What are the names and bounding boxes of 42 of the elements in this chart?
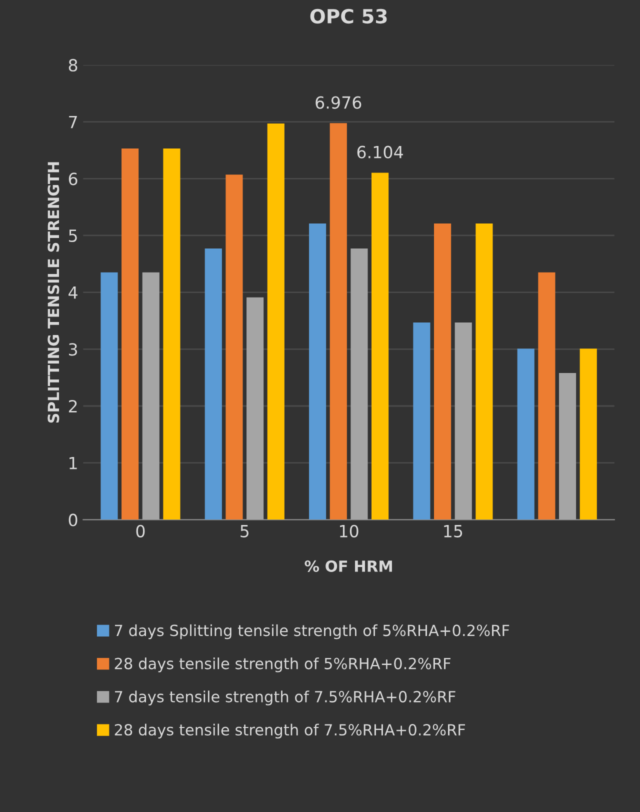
bar	[122, 148, 139, 520]
x-tick-label: 10	[340, 524, 358, 538]
bar	[580, 348, 597, 520]
legend-label: 28 days tensile strength of 7.5%RHA+0.2%RF	[114, 724, 466, 739]
y-tick-label: 4	[68, 286, 78, 299]
bar	[226, 174, 243, 520]
bar	[163, 148, 180, 520]
bar	[100, 272, 118, 520]
x-tick-label: 15	[444, 525, 462, 538]
y-tick-label: 7	[69, 116, 77, 128]
y-tick-label: 8	[68, 58, 78, 72]
bar	[309, 224, 326, 520]
y-tick-label: 3	[69, 343, 78, 356]
bar	[558, 373, 576, 520]
bar	[267, 124, 284, 520]
data-label: 6.104	[357, 146, 403, 158]
x-axis-title: % OF HRM	[304, 560, 392, 572]
bar	[517, 348, 534, 520]
y-tick-label: 0	[68, 514, 78, 526]
bar	[476, 224, 493, 520]
bar	[330, 123, 347, 520]
legend-label: 7 days tensile strength of 7.5%RHA+0.2%RF	[115, 690, 456, 706]
x-tick-label: 0	[136, 524, 145, 538]
bar	[454, 322, 472, 520]
bar	[350, 248, 368, 520]
data-label: 6.976	[316, 96, 362, 109]
y-tick-label: 2	[68, 400, 77, 412]
bar	[434, 224, 452, 520]
legend-label: 7 days Splitting tensile strength of 5%RHA+0.2%RF	[115, 624, 510, 640]
bar	[538, 272, 556, 520]
bar	[413, 322, 430, 520]
bar	[246, 297, 264, 520]
bar	[372, 172, 389, 520]
chart-title: OPC 53	[310, 8, 387, 24]
bar	[204, 248, 222, 520]
x-tick-label: 5	[240, 525, 248, 538]
legend-label: 28 days tensile strength of 5%RHA+0.2%RF	[114, 657, 450, 672]
y-tick-label: 1	[70, 457, 77, 470]
y-tick-label: 6	[68, 172, 78, 186]
bar	[142, 272, 160, 520]
y-tick-label: 5	[69, 230, 77, 242]
y-axis-title: SPLITTING TENSILE STRENGTH	[48, 162, 60, 423]
